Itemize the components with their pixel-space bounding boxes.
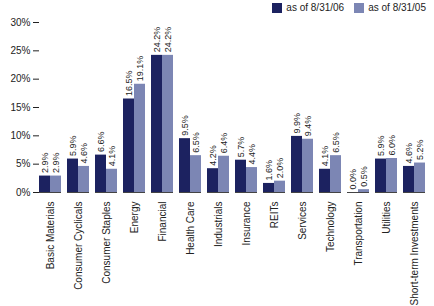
svg-text:Insurance: Insurance — [241, 201, 252, 245]
svg-text:20%: 20% — [10, 73, 30, 84]
html-text:as of 8/31/06: as of 8/31/06 — [286, 2, 345, 13]
svg-text:10%: 10% — [10, 130, 30, 141]
svg-text:16.5%: 16.5% — [124, 70, 134, 96]
svg-text:0%: 0% — [16, 187, 31, 198]
svg-text:9.9%: 9.9% — [292, 113, 302, 134]
svg-text:4.2%: 4.2% — [208, 145, 218, 166]
svg-text:6.5%: 6.5% — [331, 132, 341, 153]
svg-text:6.0%: 6.0% — [387, 135, 397, 156]
svg-text:4.6%: 4.6% — [404, 143, 414, 164]
svg-text:0.5%: 0.5% — [359, 166, 369, 187]
svg-text:19.1%: 19.1% — [135, 56, 145, 82]
svg-text:4.1%: 4.1% — [107, 146, 117, 167]
svg-text:2.9%: 2.9% — [40, 153, 50, 174]
svg-text:5.9%: 5.9% — [376, 136, 386, 157]
svg-text:Financial: Financial — [157, 202, 168, 242]
svg-text:Consumer Cyclicals: Consumer Cyclicals — [73, 202, 84, 290]
svg-text:Basic Materials: Basic Materials — [45, 202, 56, 270]
html-text:as of 8/31/05: as of 8/31/05 — [368, 2, 426, 13]
svg-text:6.6%: 6.6% — [96, 132, 106, 153]
svg-text:Consumer Staples: Consumer Staples — [101, 202, 112, 284]
svg-text:5%: 5% — [16, 158, 31, 169]
svg-text:4.4%: 4.4% — [247, 144, 257, 165]
svg-text:6.5%: 6.5% — [191, 132, 201, 153]
svg-text:1.6%: 1.6% — [264, 160, 274, 181]
svg-text:9.5%: 9.5% — [180, 115, 190, 136]
svg-text:2.9%: 2.9% — [51, 153, 61, 174]
svg-text:9.4%: 9.4% — [303, 116, 313, 137]
svg-text:25%: 25% — [10, 45, 30, 56]
svg-text:4.1%: 4.1% — [320, 146, 330, 167]
svg-text:Technology: Technology — [325, 202, 336, 253]
svg-text:5.2%: 5.2% — [415, 140, 425, 161]
svg-text:Industrials: Industrials — [213, 202, 224, 248]
svg-text:Utilities: Utilities — [381, 202, 392, 234]
svg-text:Transportation: Transportation — [353, 202, 364, 266]
svg-text:5.7%: 5.7% — [236, 137, 246, 158]
svg-text:6.4%: 6.4% — [219, 133, 229, 154]
svg-text:Services: Services — [297, 202, 308, 240]
svg-text:Energy: Energy — [129, 202, 140, 234]
svg-text:4.6%: 4.6% — [79, 143, 89, 164]
svg-text:24.2%: 24.2% — [163, 27, 173, 53]
svg-text:24.2%: 24.2% — [152, 27, 162, 53]
svg-text:REITs: REITs — [269, 202, 280, 229]
svg-text:Health Care: Health Care — [185, 201, 196, 255]
svg-text:Short-term Investments: Short-term Investments — [409, 202, 420, 306]
svg-text:2.0%: 2.0% — [275, 158, 285, 179]
svg-text:5.9%: 5.9% — [68, 136, 78, 157]
svg-text:30%: 30% — [10, 17, 30, 28]
svg-text:15%: 15% — [10, 102, 30, 113]
svg-text:0.0%: 0.0% — [348, 169, 358, 190]
